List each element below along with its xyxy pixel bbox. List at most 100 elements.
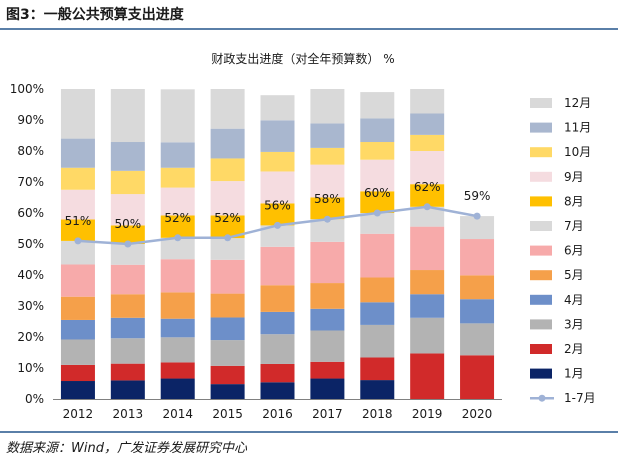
bar-segment (110, 244, 145, 265)
y-tick-label: 10% (17, 361, 44, 375)
legend-label: 2月 (564, 342, 584, 356)
line-point (373, 209, 381, 217)
line-data-label: 59% (464, 189, 491, 203)
bar-segment (260, 382, 295, 399)
bar-segment (410, 184, 445, 207)
bar-segment (210, 128, 245, 159)
bar-segment (260, 171, 295, 204)
bar-segment (60, 381, 95, 399)
line-point (323, 215, 331, 223)
source-note: 数据来源：Wind，广发证券发展研究中心 (6, 441, 247, 456)
bar-segment (260, 285, 295, 312)
bar-segment (260, 246, 295, 286)
bar-segment (310, 308, 345, 331)
bar-segment (260, 334, 295, 364)
legend-swatch (530, 98, 552, 108)
figure-title: 图3：一般公共预算支出进度 (6, 7, 184, 23)
bar-segment (210, 340, 245, 366)
line-data-label: 50% (114, 217, 141, 231)
bar-segment (260, 225, 295, 247)
bar-segment (60, 138, 95, 168)
bar-segment (110, 170, 145, 195)
bar-segment (260, 363, 295, 383)
legend-label: 4月 (564, 293, 584, 307)
line-data-label: 51% (65, 214, 92, 228)
legend-label: 5月 (564, 268, 584, 282)
line-data-label: 60% (364, 186, 391, 200)
bar-segment (210, 158, 245, 182)
y-axis: 0% 10% 20% 30% 40% 50% 60% 70% 80% 90% 100% (10, 82, 44, 406)
x-tick-label: 2016 (262, 407, 293, 421)
top-rule (0, 28, 618, 30)
legend-swatch (530, 171, 552, 182)
bar-segment (160, 378, 195, 399)
bar-segment (210, 259, 245, 294)
bar-segment (210, 293, 245, 318)
bar-segment (260, 311, 295, 335)
bottom-rule (0, 431, 618, 433)
bar-segment (160, 167, 195, 188)
y-tick-label: 60% (17, 206, 44, 220)
line-point (174, 234, 182, 242)
legend-swatch (530, 221, 552, 231)
bar-segment (110, 194, 145, 226)
y-tick-label: 90% (17, 113, 44, 127)
bar-segment (310, 164, 345, 198)
bar-segment (210, 365, 245, 385)
bar-segment (60, 167, 95, 190)
bar-segment (460, 275, 495, 300)
bar-segment (160, 187, 195, 216)
chart-title: 财政支出进度（对全年预算数） % (211, 51, 394, 66)
bar-segment (410, 294, 445, 318)
legend-label: 8月 (564, 194, 584, 208)
bar-segment (60, 264, 95, 297)
bar-segment (360, 118, 395, 143)
bar-segment (410, 317, 445, 354)
bar-segment (310, 361, 345, 379)
legend-label: 12月 (564, 96, 591, 110)
bar-segment (360, 213, 395, 234)
legend-label: 6月 (564, 244, 584, 258)
bar-segment (160, 237, 195, 260)
y-tick-label: 50% (17, 237, 44, 251)
legend-swatch (530, 196, 552, 207)
bar-segment (360, 159, 395, 192)
x-tick-label: 2012 (63, 407, 94, 421)
bar-segment (260, 120, 295, 152)
bar-segment (160, 362, 195, 379)
bar-segment (260, 95, 295, 121)
bar-segment (360, 380, 395, 399)
bar-segment (360, 191, 395, 213)
line-point (473, 212, 481, 220)
line-data-label: 56% (264, 198, 291, 212)
bar-segment (410, 151, 445, 185)
bar-segment (160, 337, 195, 363)
bar-segment (60, 219, 95, 241)
bar-segment (110, 380, 145, 399)
bar-segment (110, 294, 145, 318)
bar-segment (410, 89, 445, 114)
bar-segment (110, 338, 145, 364)
bar-segment (160, 142, 195, 168)
y-tick-label: 40% (17, 268, 44, 282)
bar-segment (60, 339, 95, 365)
bar-segment (460, 239, 495, 276)
y-tick-label: 0% (25, 392, 44, 406)
x-tick-label: 2014 (162, 407, 193, 421)
bar-segment (210, 384, 245, 399)
line-series: 51% 50% 52% 52% 56% 58% 60% 62% 59% (65, 180, 491, 248)
bar-segment (310, 241, 345, 284)
bar-segment (210, 215, 245, 239)
bar-segment (410, 113, 445, 135)
bar-segment (160, 89, 195, 143)
bar-segment (360, 142, 395, 160)
line-point (124, 240, 132, 248)
legend-swatch (530, 294, 552, 305)
bar-segment (60, 240, 95, 265)
x-tick-label: 2020 (462, 407, 493, 421)
bar-segment (110, 142, 145, 171)
bar-segment (160, 292, 195, 319)
bar-segment (110, 89, 145, 143)
legend-label: 10月 (564, 145, 591, 159)
